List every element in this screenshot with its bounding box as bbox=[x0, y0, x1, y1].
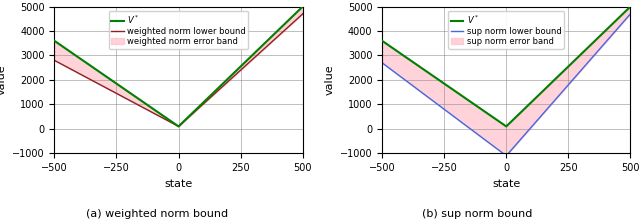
Line: weighted norm lower bound: weighted norm lower bound bbox=[54, 14, 303, 126]
$V^*$ bbox=[51, 39, 58, 42]
$V^*$ bbox=[378, 39, 386, 42]
Y-axis label: value: value bbox=[0, 65, 6, 95]
$V^*$ bbox=[299, 5, 307, 8]
Legend: $V^*$, sup norm lower bound, sup norm error band: $V^*$, sup norm lower bound, sup norm er… bbox=[449, 11, 564, 49]
Text: (a) weighted norm bound: (a) weighted norm bound bbox=[86, 209, 228, 219]
$V^*$ bbox=[627, 5, 634, 8]
Legend: $V^*$, weighted norm lower bound, weighted norm error band: $V^*$, weighted norm lower bound, weight… bbox=[109, 11, 248, 49]
sup norm lower bound bbox=[502, 154, 510, 157]
X-axis label: state: state bbox=[492, 178, 520, 189]
$V^*$ bbox=[502, 125, 510, 128]
sup norm lower bound bbox=[627, 12, 634, 15]
Line: sup norm lower bound: sup norm lower bound bbox=[382, 14, 630, 156]
X-axis label: state: state bbox=[164, 178, 193, 189]
sup norm lower bound bbox=[378, 62, 386, 64]
Y-axis label: value: value bbox=[324, 65, 334, 95]
Line: $V^*$: $V^*$ bbox=[54, 7, 303, 126]
$V^*$ bbox=[175, 125, 182, 128]
Line: $V^*$: $V^*$ bbox=[382, 7, 630, 126]
weighted norm lower bound bbox=[299, 12, 307, 15]
Text: (b) sup norm bound: (b) sup norm bound bbox=[422, 209, 532, 219]
weighted norm lower bound bbox=[175, 125, 182, 128]
weighted norm lower bound bbox=[51, 59, 58, 62]
